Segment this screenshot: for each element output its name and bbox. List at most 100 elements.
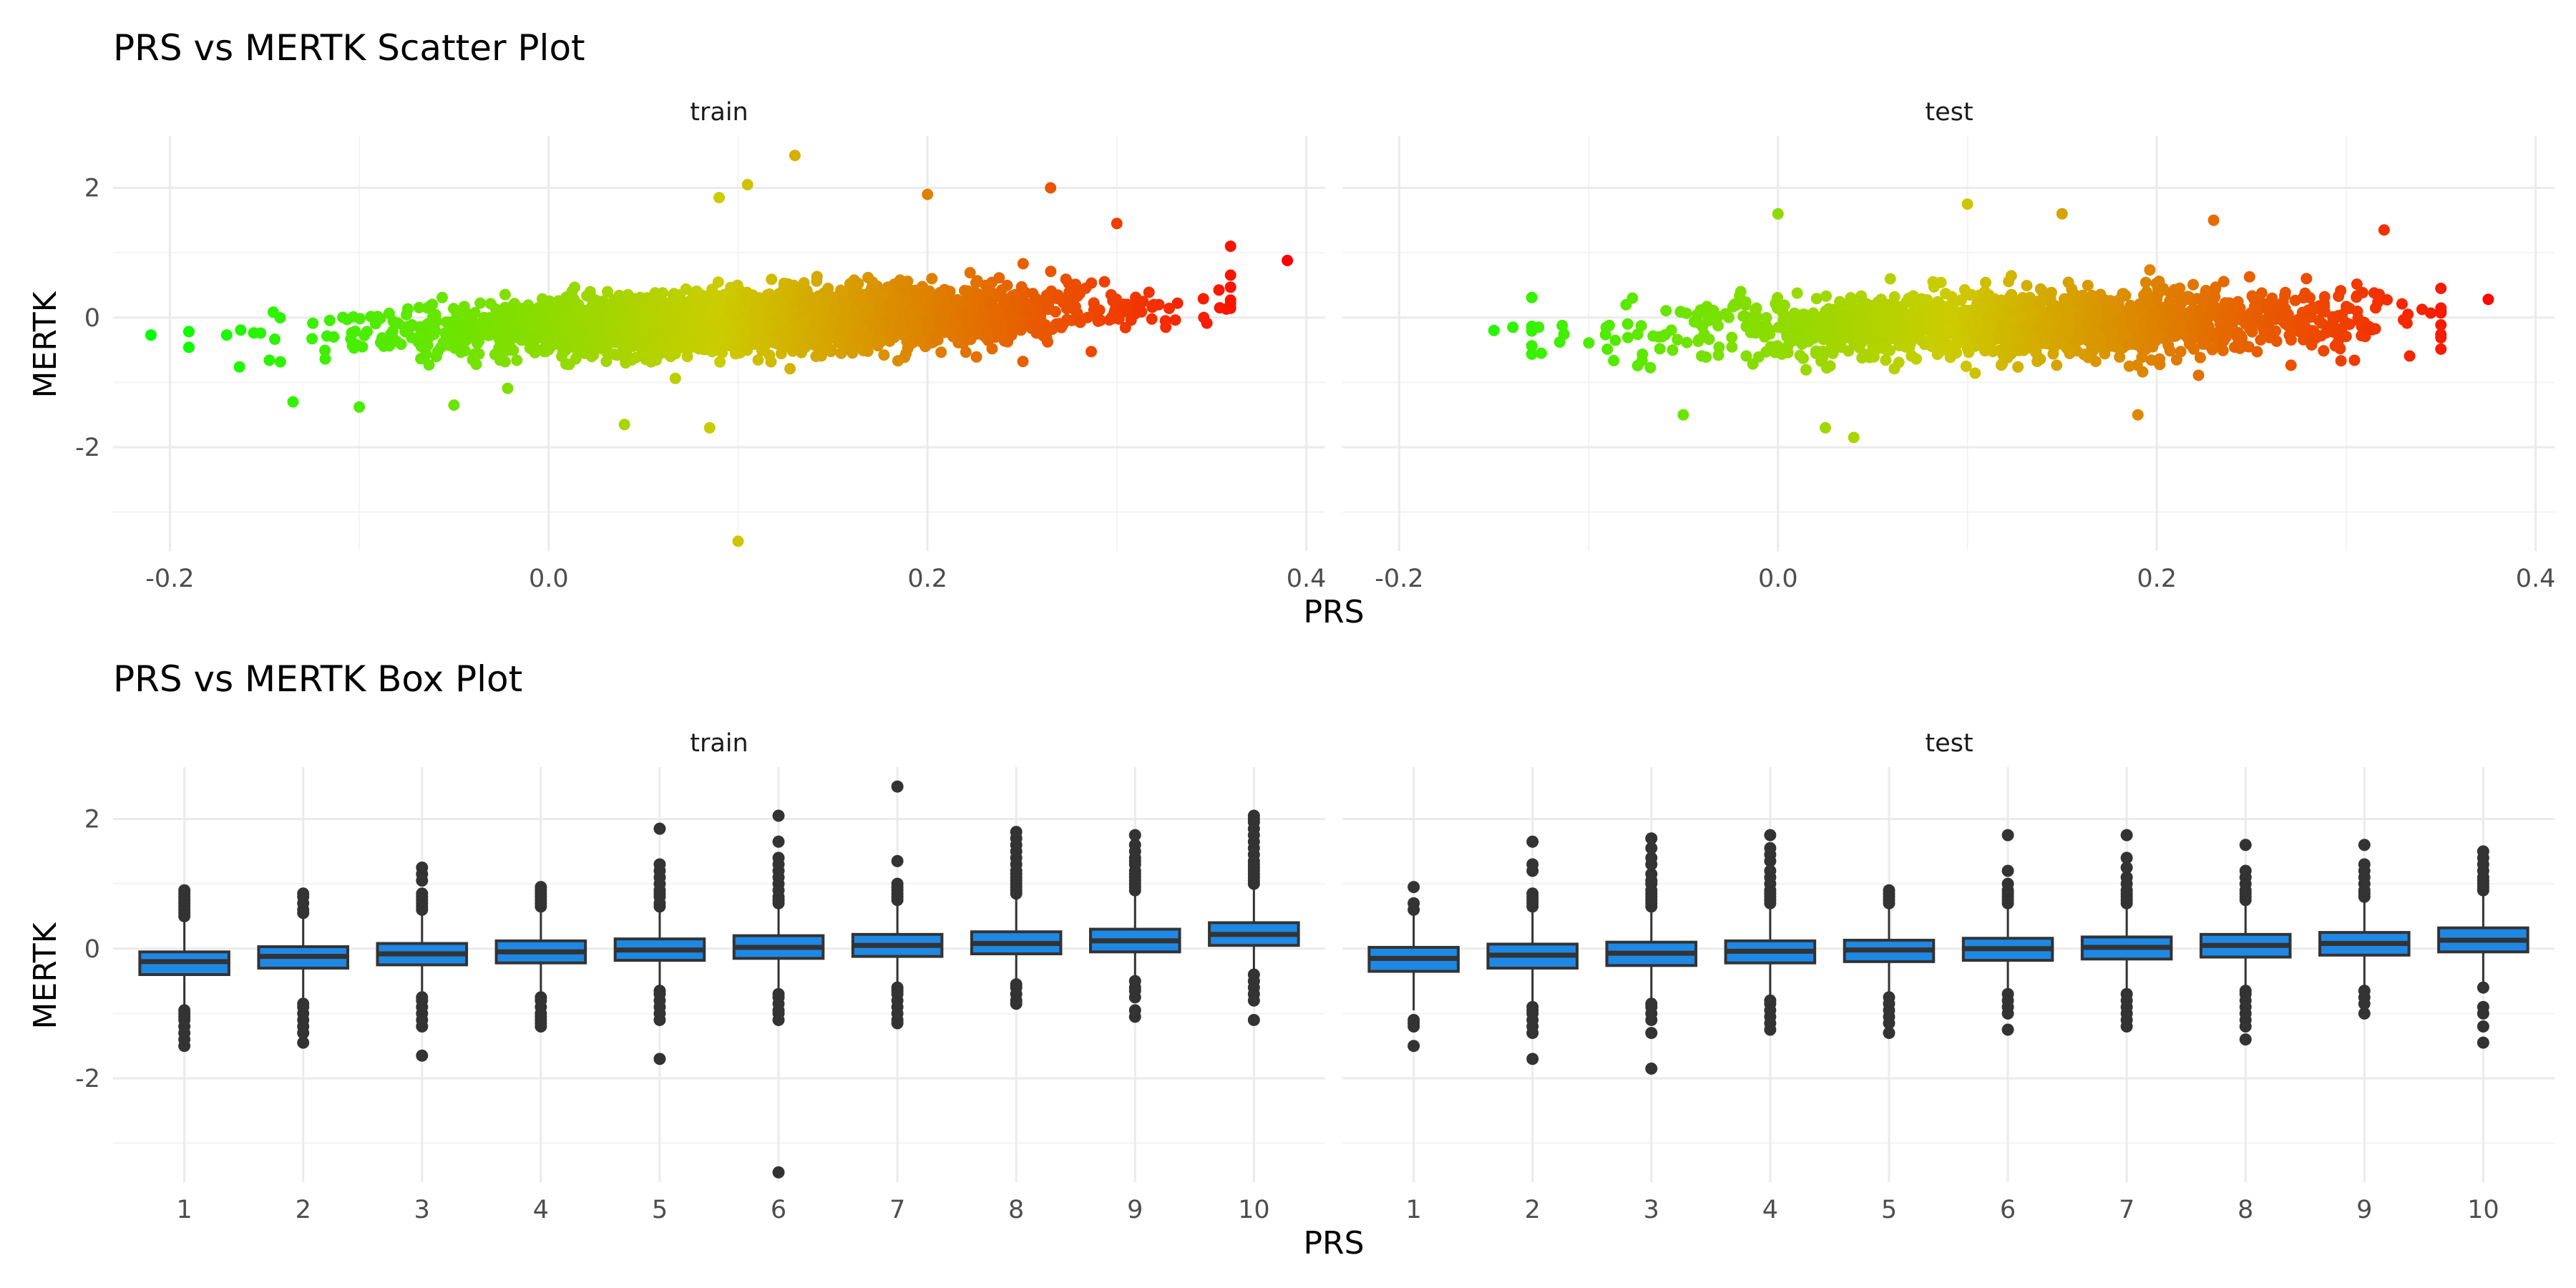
scatter-point	[1824, 360, 1836, 372]
scatter-point	[976, 319, 988, 331]
scatter-point	[680, 283, 692, 295]
scatter-point	[2348, 354, 2361, 366]
scatter-point	[2341, 301, 2352, 313]
scatter-point	[752, 354, 764, 366]
scatter-point	[2222, 315, 2234, 327]
scatter-point	[771, 338, 784, 350]
scatter-point	[1526, 340, 1538, 352]
scatter-point	[2023, 293, 2035, 306]
scatter-point	[1712, 320, 1724, 332]
scatter-point	[323, 314, 336, 326]
scatter-point	[306, 333, 318, 345]
scatter-point	[182, 341, 195, 353]
scatter-point	[1111, 312, 1123, 324]
scatter-point	[2308, 325, 2319, 337]
scatter-point	[835, 347, 847, 359]
scatter-point	[2363, 321, 2376, 333]
scatter-point	[2144, 264, 2156, 276]
scatter-point	[2267, 330, 2279, 342]
scatter-point	[899, 284, 911, 296]
scatter-point	[2251, 346, 2263, 358]
x-tick-label: 0.4	[2516, 565, 2556, 593]
scatter-point	[729, 341, 741, 352]
scatter-point	[2164, 295, 2176, 307]
scatter-point	[620, 357, 632, 369]
scatter-point	[2051, 359, 2063, 371]
scatter-point	[2145, 354, 2157, 366]
scatter-point	[1856, 336, 1868, 348]
scatter-point	[1748, 316, 1760, 328]
scatter-point	[220, 329, 233, 341]
scatter-point	[1960, 360, 1972, 372]
scatter-point	[1791, 287, 1803, 299]
scatter-point	[1787, 328, 1799, 341]
scatter-point	[926, 273, 938, 285]
scatter-point	[1507, 321, 1519, 333]
scatter-point	[2318, 291, 2331, 303]
scatter-point	[508, 328, 520, 341]
scatter-point	[1935, 276, 1947, 288]
scatter-point	[1821, 330, 1833, 342]
scatter-point	[2333, 291, 2345, 302]
scatter-point	[421, 339, 434, 351]
scatter-point	[1672, 333, 1684, 346]
scatter-point	[622, 291, 634, 303]
x-tick-label: -0.2	[1375, 565, 1423, 593]
scatter-point	[2150, 278, 2162, 290]
scatter-point	[1017, 356, 1029, 368]
scatter-point	[1214, 302, 1226, 314]
scatter-point	[892, 355, 904, 367]
scatter-point	[703, 421, 716, 434]
scatter-point	[511, 354, 523, 366]
scatter-point	[1017, 258, 1029, 270]
scatter-point	[347, 311, 359, 323]
scatter-point	[2243, 270, 2255, 283]
scatter-point	[395, 338, 407, 351]
scatter-point	[602, 286, 613, 298]
scatter-panel-test: -0.2 0.0 0.2 0.4	[1342, 136, 2555, 593]
scatter-point	[1111, 218, 1123, 230]
scatter-point	[585, 331, 597, 343]
scatter-point	[473, 348, 485, 360]
scatter-point	[700, 290, 711, 302]
scatter-point	[440, 328, 452, 340]
scatter-panel-train: -0.2 0.0 0.2 0.4-202	[75, 136, 1326, 593]
scatter-point	[2131, 359, 2143, 371]
scatter-point	[1856, 352, 1868, 364]
scatter-point	[804, 328, 816, 340]
scatter-point	[585, 351, 597, 363]
scatter-point	[401, 303, 414, 315]
scatter-point	[307, 317, 319, 329]
scatter-point	[2089, 356, 2102, 367]
scatter-point	[1526, 321, 1538, 332]
scatter-point	[918, 285, 930, 297]
scatter-point	[2073, 297, 2085, 309]
scatter-point	[1674, 306, 1687, 318]
scatter-point	[909, 284, 922, 296]
scatter-point	[1060, 273, 1072, 286]
scatter-point	[1052, 289, 1064, 301]
scatter-point	[2207, 214, 2220, 226]
scatter-point	[1707, 305, 1719, 316]
scatter-point	[581, 290, 592, 302]
scatter-point	[459, 345, 472, 357]
scatter-point	[748, 338, 761, 350]
scatter-point	[502, 344, 514, 356]
scatter-point	[525, 311, 537, 323]
scatter-point	[1928, 334, 1941, 346]
scatter-point	[2332, 324, 2344, 336]
scatter-point	[2196, 303, 2207, 315]
scatter-point	[935, 346, 947, 358]
scatter-point	[961, 307, 973, 319]
scatter-point	[1735, 286, 1747, 298]
scatter-point	[1878, 329, 1890, 341]
scatter-point	[895, 321, 907, 333]
scatter-point	[2114, 318, 2127, 331]
scatter-point	[378, 340, 390, 352]
scatter-point	[1760, 312, 1772, 323]
scatter-point	[781, 288, 794, 301]
scatter-point	[1834, 296, 1846, 308]
scatter-point	[2192, 369, 2205, 381]
scatter-plot-title: PRS vs MERTK Scatter Plot	[113, 27, 585, 69]
